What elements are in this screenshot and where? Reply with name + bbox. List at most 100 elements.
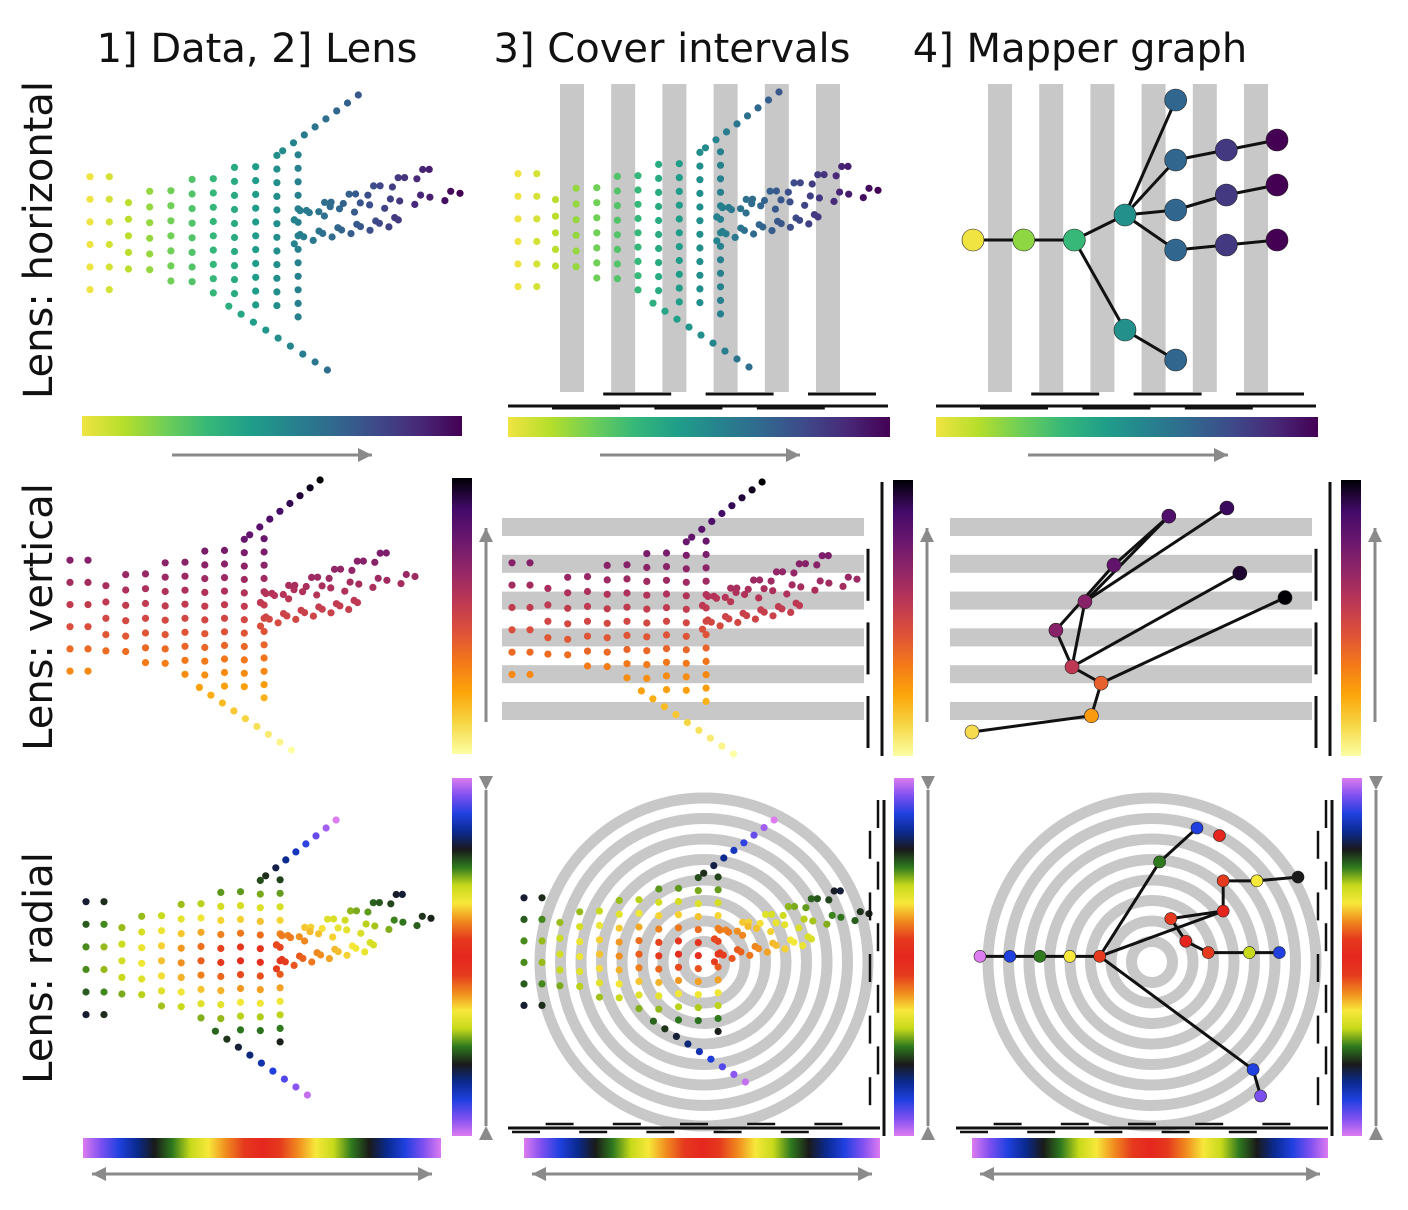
data-point [701, 144, 710, 152]
data-point [197, 1000, 205, 1008]
data-point [353, 557, 361, 565]
data-point [280, 1075, 288, 1083]
data-point [311, 123, 319, 131]
data-point [716, 242, 725, 250]
data-point [295, 933, 303, 941]
mapper-node [1048, 622, 1064, 638]
data-point [355, 580, 363, 588]
data-point [309, 236, 317, 244]
data-point [733, 355, 741, 363]
data-point [725, 615, 733, 623]
data-point [643, 633, 651, 641]
data-point [520, 915, 528, 924]
data-point [230, 247, 239, 256]
cover-ring [982, 792, 1322, 1132]
data-point [236, 1026, 245, 1034]
data-point [772, 919, 780, 927]
mapper-node [1291, 870, 1305, 884]
data-point [260, 574, 268, 583]
data-point [167, 232, 175, 240]
data-point [856, 908, 864, 916]
data-point [366, 226, 374, 234]
data-point [750, 230, 758, 238]
mapper-node [1265, 228, 1289, 252]
data-point [520, 1001, 528, 1010]
data-point [694, 1004, 702, 1012]
data-point [252, 246, 260, 254]
data-point [576, 908, 584, 916]
data-point [274, 619, 282, 627]
data-point [739, 918, 747, 926]
data-point [718, 204, 727, 212]
data-point [823, 920, 831, 928]
data-point [830, 197, 838, 205]
data-point [520, 937, 528, 945]
data-point [375, 219, 383, 227]
data-point [595, 964, 604, 973]
data-point [795, 601, 804, 610]
data-point [252, 287, 260, 295]
data-point [396, 197, 404, 205]
data-point [312, 832, 320, 840]
data-point [767, 577, 775, 585]
data-point [100, 1011, 108, 1019]
data-point [672, 1032, 681, 1040]
data-point [718, 742, 726, 750]
data-point [556, 934, 564, 942]
data-point [814, 213, 822, 221]
data-point [188, 219, 196, 227]
data-point [756, 919, 764, 927]
data-point [572, 216, 580, 224]
data-point [327, 584, 335, 592]
data-point [102, 614, 110, 622]
data-point [327, 609, 335, 617]
data-point [181, 628, 189, 636]
data-point [308, 573, 316, 582]
data-point [369, 941, 378, 949]
data-point [105, 240, 113, 249]
data-point [576, 982, 584, 991]
lens-arrow-head [418, 1167, 432, 1181]
data-point [138, 944, 146, 952]
data-point [294, 286, 302, 294]
data-point [760, 196, 769, 205]
lens-arrow-head [1306, 1167, 1320, 1181]
data-point [394, 174, 402, 182]
data-point [790, 569, 798, 577]
data-point [315, 930, 323, 938]
data-point [675, 201, 683, 209]
cover-ring [534, 792, 874, 1132]
data-point [583, 587, 592, 596]
data-point [700, 869, 708, 877]
lens-arrow-head [1368, 528, 1382, 542]
data-point [755, 594, 763, 602]
data-point [694, 965, 702, 973]
data-point [273, 247, 281, 255]
mapper-edge [1100, 596, 1286, 685]
mapper-edge [1099, 909, 1224, 958]
data-point [721, 347, 729, 355]
data-point [256, 876, 264, 885]
data-point [157, 987, 166, 995]
data-point [167, 187, 175, 195]
data-point [209, 246, 217, 254]
data-point [816, 577, 824, 585]
data-point [256, 1027, 264, 1035]
data-point [634, 200, 642, 208]
data-point [285, 581, 293, 590]
data-point [718, 509, 726, 518]
data-point [533, 260, 541, 268]
data-point [815, 194, 824, 202]
data-point [634, 272, 642, 280]
data-point [201, 588, 209, 597]
data-point [702, 537, 710, 545]
data-point [398, 890, 406, 899]
data-point [252, 273, 260, 281]
data-point [138, 928, 146, 936]
mapper-node [1164, 348, 1187, 372]
column-title-data-lens: 1] Data, 2] Lens [97, 26, 418, 72]
data-point [772, 941, 780, 950]
data-point [256, 622, 265, 630]
data-point [859, 194, 867, 202]
data-point [273, 206, 281, 214]
